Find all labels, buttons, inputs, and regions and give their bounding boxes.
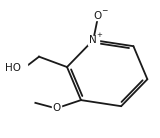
Text: −: − (101, 7, 107, 16)
FancyBboxPatch shape (93, 11, 104, 20)
Text: +: + (96, 32, 102, 38)
Text: O: O (52, 103, 60, 113)
FancyBboxPatch shape (52, 105, 61, 112)
Text: O: O (94, 11, 102, 21)
Text: N: N (89, 35, 96, 45)
Text: HO: HO (5, 63, 21, 73)
FancyBboxPatch shape (13, 64, 27, 72)
FancyBboxPatch shape (88, 36, 99, 45)
